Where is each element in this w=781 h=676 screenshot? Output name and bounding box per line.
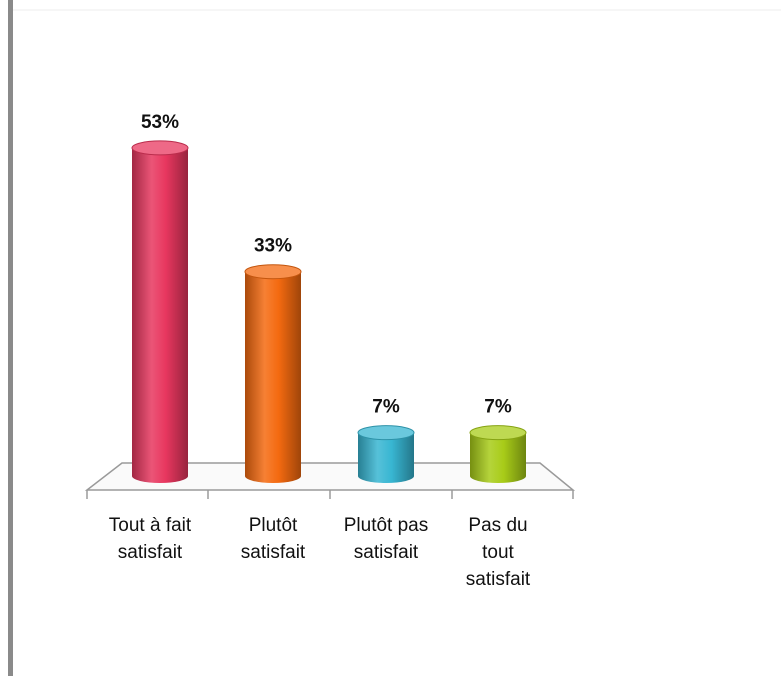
category-label: Plutôt satisfait (240, 515, 306, 563)
bar-top (469, 425, 527, 441)
category-label: Pas du tout satisfait (465, 515, 531, 590)
value-label: 7% (484, 397, 512, 418)
bar-top (244, 264, 302, 280)
category-label: Plutôt pas satisfait (343, 515, 429, 563)
category-label: Tout à fait satisfait (108, 515, 192, 563)
value-label: 33% (254, 236, 292, 257)
left-border (8, 0, 13, 676)
floor-ticks (86, 490, 574, 499)
bar-top (357, 425, 415, 441)
bar (245, 271, 301, 476)
value-label: 7% (372, 397, 400, 418)
bar (132, 147, 188, 476)
value-label: 53% (141, 112, 179, 133)
bar-top (131, 140, 189, 156)
